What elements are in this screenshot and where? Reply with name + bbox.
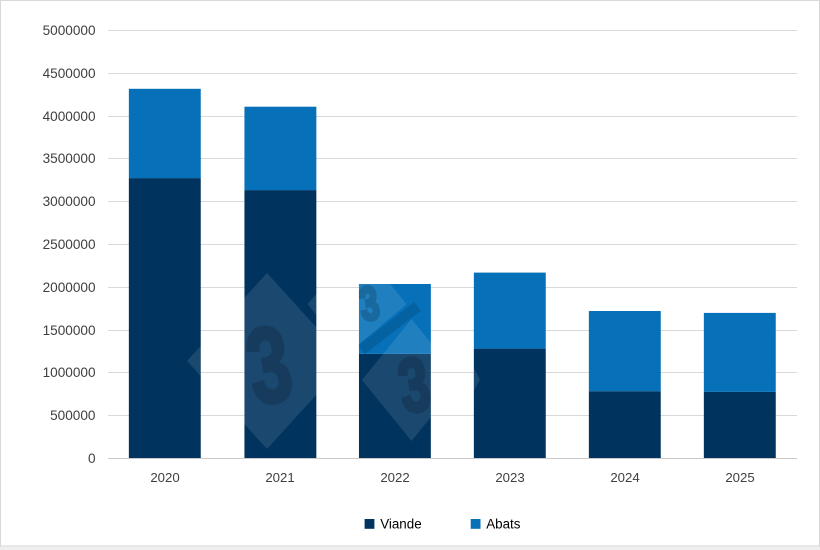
svg-text:Abats: Abats [486, 517, 521, 532]
svg-text:4500000: 4500000 [43, 66, 96, 81]
svg-text:1000000: 1000000 [43, 365, 96, 380]
svg-text:4000000: 4000000 [43, 109, 96, 124]
svg-text:5000000: 5000000 [43, 23, 96, 38]
svg-text:0: 0 [88, 451, 96, 466]
svg-text:2022: 2022 [380, 470, 409, 485]
svg-text:2021: 2021 [265, 470, 294, 485]
svg-text:3500000: 3500000 [43, 151, 96, 166]
svg-text:500000: 500000 [50, 408, 96, 423]
svg-text:2000000: 2000000 [43, 280, 96, 295]
svg-text:2024: 2024 [610, 470, 639, 485]
svg-text:2500000: 2500000 [43, 237, 96, 252]
svg-text:2025: 2025 [725, 470, 754, 485]
svg-text:Viande: Viande [380, 517, 421, 532]
svg-text:3000000: 3000000 [43, 194, 96, 209]
svg-text:2020: 2020 [150, 470, 179, 485]
svg-text:1500000: 1500000 [43, 323, 96, 338]
svg-text:2023: 2023 [495, 470, 524, 485]
